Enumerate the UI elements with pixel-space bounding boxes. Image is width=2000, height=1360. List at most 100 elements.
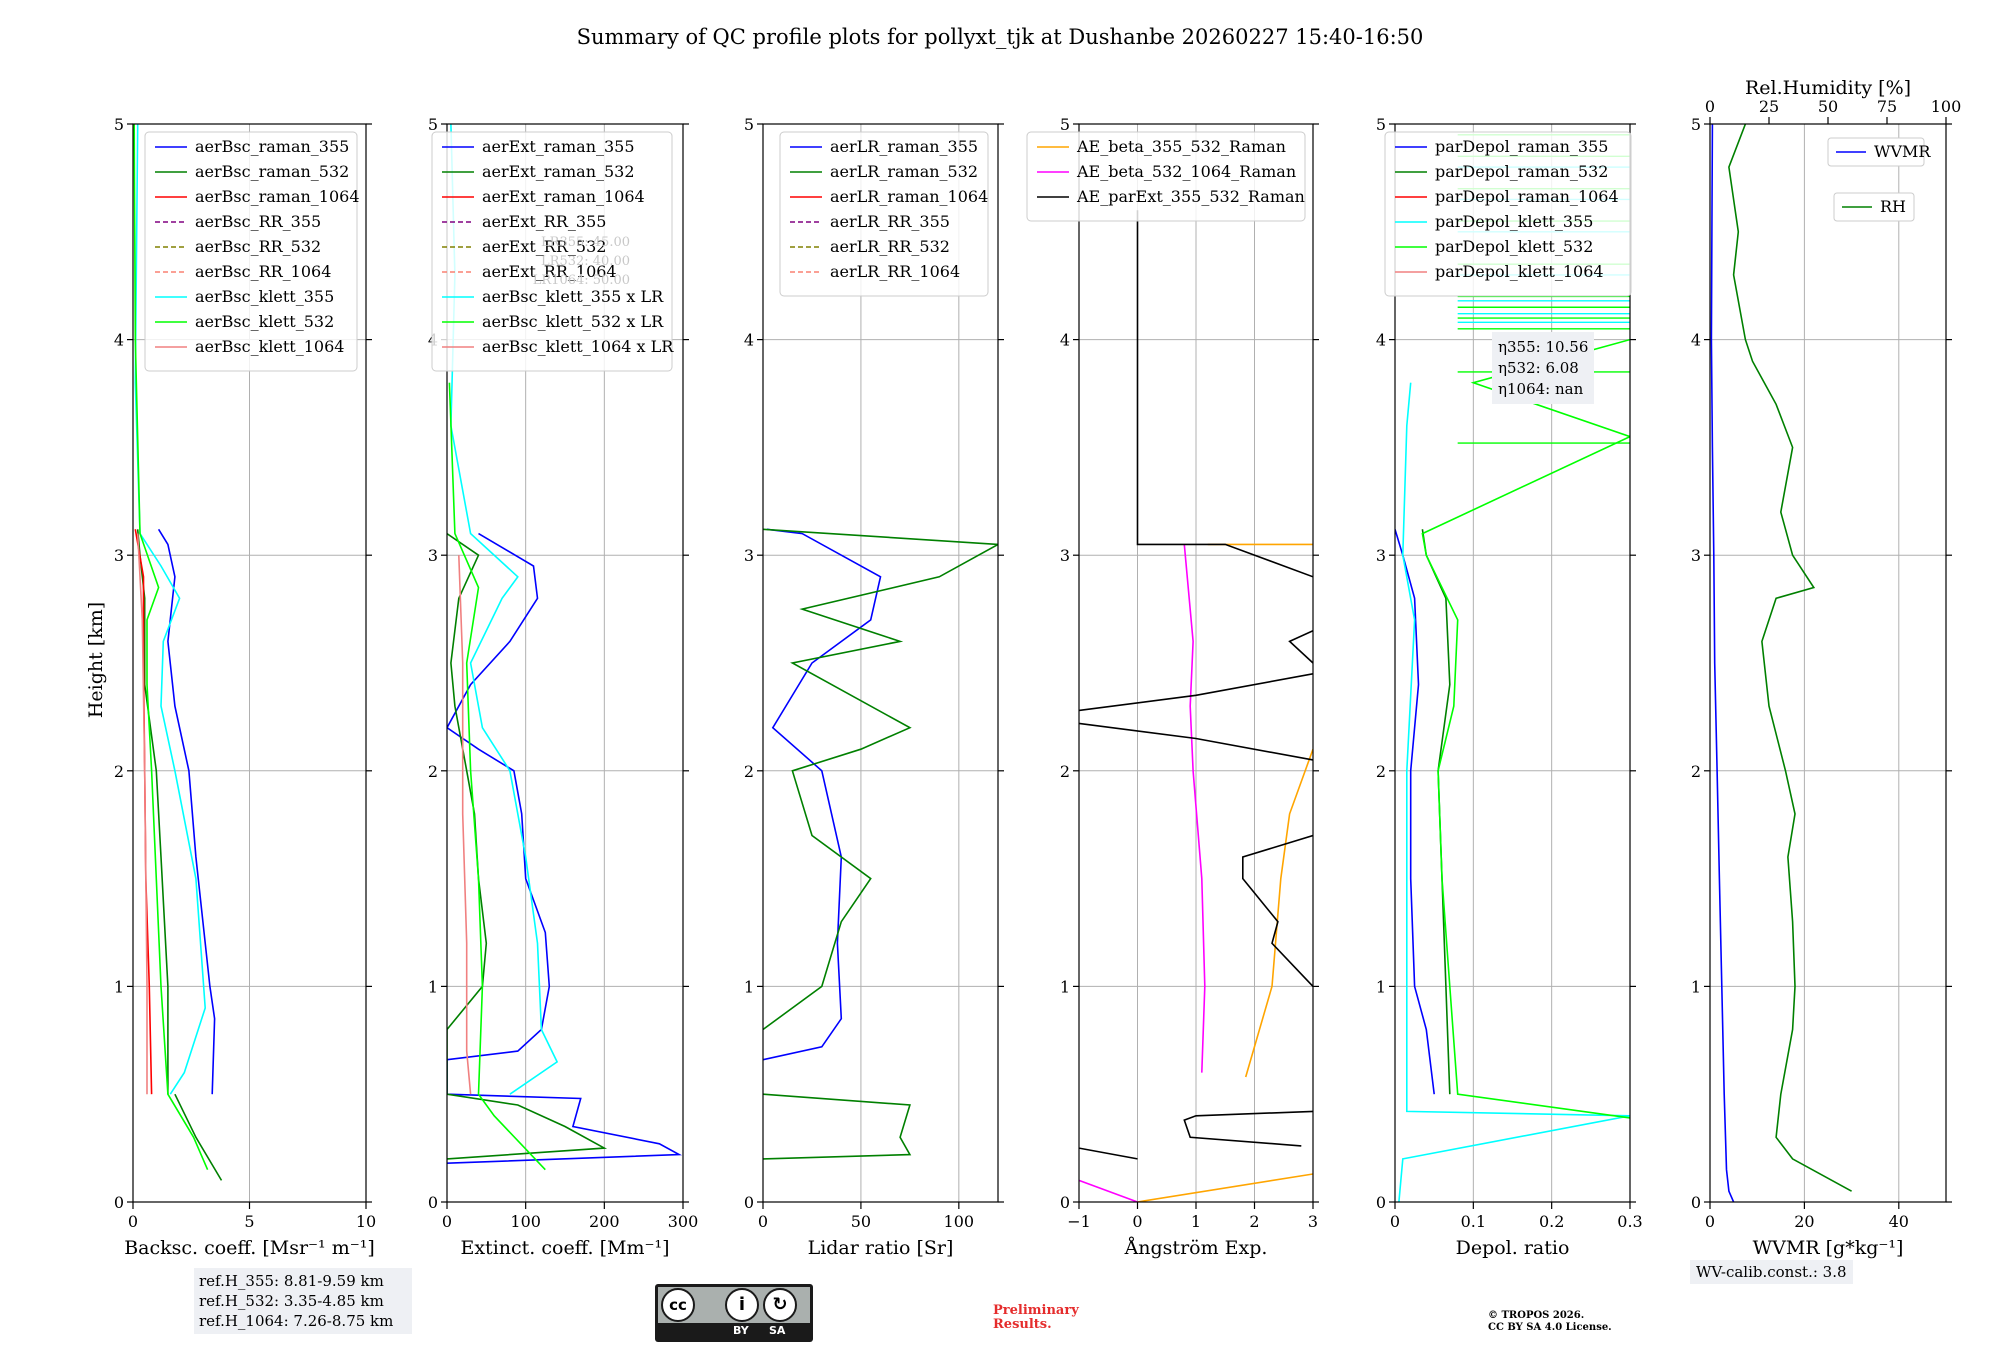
top-tick-label: 100 [1931,97,1962,116]
legend-item: aerLR_raman_532 [790,162,978,181]
x-tick-label: 20 [1794,1212,1814,1231]
x-tick-label: 200 [589,1212,620,1231]
panel-5: 0 0.1 0.2 0.3 0 1 2 3 4 5 Depol. ratio parDepol_ram… [1376,115,1643,1259]
y-tick-label: 3 [1691,546,1701,565]
legend-item: aerBsc_klett_355 x LR [442,287,664,306]
legend-label: aerLR_RR_355 [830,212,950,231]
x-axis-label: Depol. ratio [1456,1237,1570,1259]
legend-label: AE_beta_532_1064_Raman [1076,162,1296,181]
legend-label: aerBsc_klett_532 x LR [482,312,664,331]
x-tick-label: 100 [944,1212,975,1231]
x-tick-label: 40 [1889,1212,1909,1231]
series-RH [1728,124,1852,1192]
y-tick-label: 0 [1060,1193,1070,1212]
series-AE_parExt_355_532_Raman_c [1242,834,1313,987]
legend-label: aerBsc_klett_355 [195,287,334,306]
axes-frame [1709,123,1947,1203]
y-tick-label: 5 [1376,115,1386,134]
series-aerLR_raman_532 [763,528,998,1031]
axes-frame [1394,123,1631,1203]
legend-label: aerExt_raman_355 [482,137,635,156]
preliminary-note: Preliminary Results. [993,1303,1079,1332]
wv-calib-box: WV-calib.const.: 3.8 [1690,1260,1853,1284]
y-tick-label: 2 [428,762,438,781]
legend-label: aerBsc_klett_1064 x LR [482,337,674,356]
ref-height-355: ref.H_355: 8.81-9.59 km [199,1272,384,1290]
y-tick-label: 0 [1376,1193,1386,1212]
legend-label: aerLR_raman_532 [830,162,978,181]
x-tick-label: 0 [442,1212,452,1231]
legend-item: parDepol_raman_355 [1395,137,1608,156]
series-aerLR_raman_355 [763,528,882,1061]
series-aerBsc_klett_1064 [136,533,148,1095]
x-tick-label: 0 [128,1212,138,1231]
series-parDepol_klett_532 [1421,338,1630,1119]
y-tick-label: 4 [1691,331,1701,350]
y-tick-label: 2 [114,762,124,781]
x-tick-label: 300 [668,1212,699,1231]
legend-item: aerBsc_raman_1064 [155,187,360,206]
legend-label: aerExt_RR_532 [482,237,606,256]
figure-title: Summary of QC profile plots for pollyxt_… [577,25,1424,49]
legend-box [144,131,358,372]
legend-item: aerLR_RR_1064 [790,262,960,281]
top-tick-label: 0 [1705,97,1715,116]
y-tick-label: 5 [744,115,754,134]
x-axis-label: WVMR [g*kg⁻¹] [1753,1237,1904,1259]
y-tick-label: 1 [1060,977,1070,996]
top-tick-label: 75 [1877,97,1897,116]
legend-item: aerLR_RR_355 [790,212,950,231]
panel-1: 0 5 10 0 1 2 3 4 5 Backsc. coeff. [Msr⁻¹ m⁻¹] aerB… [114,115,376,1259]
ref-height-1064: ref.H_1064: 7.26-8.75 km [199,1312,394,1330]
x-tick-label: 1 [1191,1212,1201,1231]
x-tick-label: 0.2 [1539,1212,1564,1231]
y-tick-label: 3 [744,546,754,565]
panel-3: 0 50 100 0 1 2 3 4 5 Lidar ratio [Sr] aerLR_raman_… [744,115,1004,1259]
series-aerBsc_klett_355 x LR [450,124,559,1095]
legend-item: aerLR_RR_532 [790,237,950,256]
legend-label: AE_parExt_355_532_Raman [1076,187,1305,206]
y-tick-label: 3 [428,546,438,565]
series-AE_beta_355_532_Raman_b [1244,748,1313,1078]
panel-2: 0100200300012345Extinct. coeff. [Mm⁻¹]ae… [428,115,698,1259]
series-WVMR [1710,124,1735,1202]
series-parDepol_klett_355 [1398,382,1630,1202]
y-tick-label: 3 [1376,546,1386,565]
x-tick-label: 0.1 [1461,1212,1486,1231]
x-axis-label: Lidar ratio [Sr] [808,1237,954,1259]
y-tick-label: 3 [1060,546,1070,565]
lr-label: LR355: 45.00 [541,235,630,250]
series-AE_beta_355_532_Raman [1137,1173,1313,1202]
eta-box [1492,332,1594,404]
legend-item: parDepol_klett_1064 [1395,262,1604,281]
legend-label: aerBsc_klett_532 [195,312,334,331]
legend-label: aerBsc_raman_532 [195,162,349,181]
y-tick-label: 4 [114,331,124,350]
y-tick-label: 5 [1060,115,1070,134]
eta-label: η1064: nan [1498,380,1584,398]
series-aerBsc_klett_1064 x LR [458,555,472,1095]
y-tick-label: 4 [1376,331,1386,350]
x-axis-label: Extinct. coeff. [Mm⁻¹] [460,1237,669,1259]
cc-sa-label: SA [769,1324,786,1337]
legend-item: AE_parExt_355_532_Raman [1037,187,1305,206]
y-tick-label: 4 [744,331,754,350]
y-tick-label: 0 [1691,1193,1701,1212]
legend-item: parDepol_klett_532 [1395,237,1593,256]
y-tick-label: 5 [428,115,438,134]
y-tick-label: 3 [114,546,124,565]
sa-arrow-icon: ↻ [763,1288,797,1322]
series-AE_parExt_355_532_Raman_f [1288,629,1313,664]
cc-circle-icon: cc [661,1288,695,1322]
legend-item: aerExt_RR_532 [442,237,606,256]
y-tick-label: 5 [1691,115,1701,134]
series-AE_parExt_355_532_Raman_b [1183,1110,1313,1147]
by-person-icon: i [725,1288,759,1322]
x-tick-label: 10 [356,1212,376,1231]
y-tick-label: 2 [1691,762,1701,781]
legend-box [779,131,989,297]
legend-label: aerExt_raman_1064 [482,187,645,206]
legend-item: aerBsc_RR_1064 [155,262,331,281]
legend-label: parDepol_klett_355 [1435,212,1593,231]
